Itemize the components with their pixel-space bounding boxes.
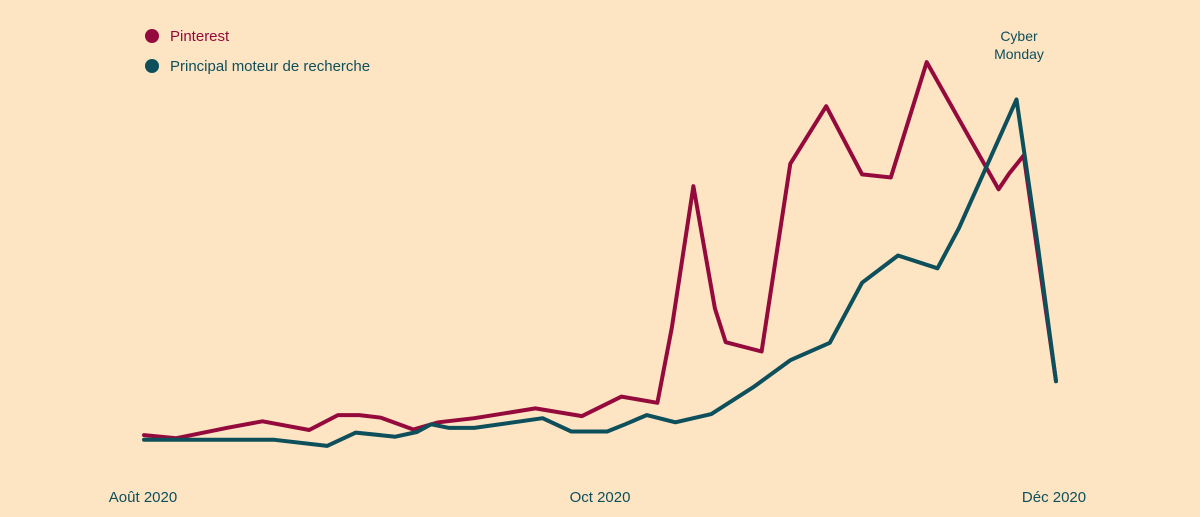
series-line-pinterest xyxy=(142,60,1058,441)
legend-marker-search xyxy=(145,59,159,73)
annotation-line2: Monday xyxy=(994,46,1044,62)
x-tick-label-dec: Déc 2020 xyxy=(1022,489,1086,506)
series-line-search xyxy=(142,97,1058,448)
legend: Pinterest Principal moteur de recherche xyxy=(145,28,370,75)
x-tick-label-aug: Août 2020 xyxy=(109,489,177,506)
x-tick-label-oct: Oct 2020 xyxy=(570,489,631,506)
annotation-cyber-monday: Cyber Monday xyxy=(994,28,1044,62)
legend-label-search: Principal moteur de recherche xyxy=(170,58,370,75)
legend-label-pinterest: Pinterest xyxy=(170,28,230,45)
annotation-line1: Cyber xyxy=(1000,28,1038,44)
legend-marker-pinterest xyxy=(145,29,159,43)
